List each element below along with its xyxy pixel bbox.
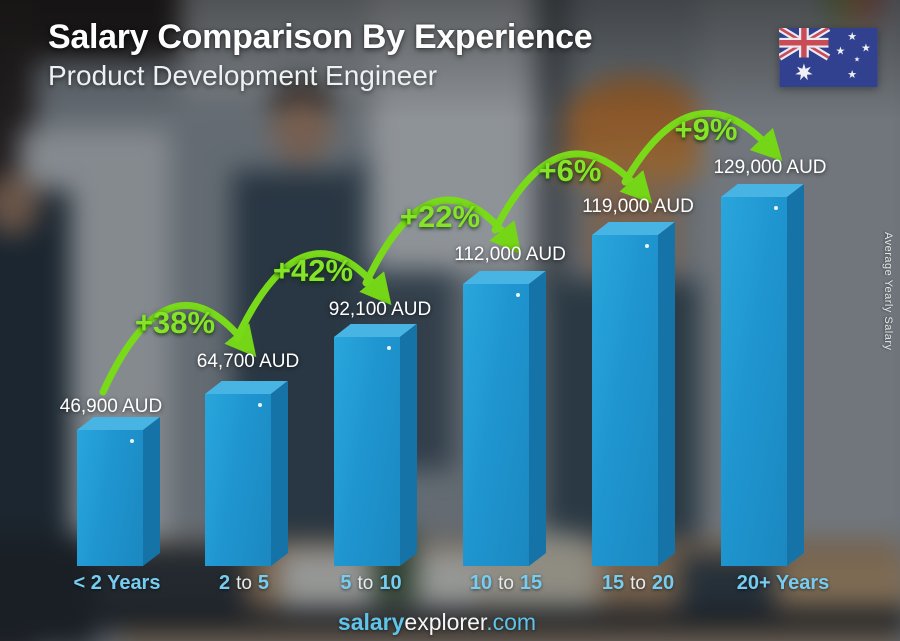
category-to: to xyxy=(498,573,514,594)
pct-label-9: +9% xyxy=(674,112,738,147)
category-text: < 2 Years xyxy=(73,572,161,594)
pct-label-38: +38% xyxy=(134,305,216,340)
category-text: 5 xyxy=(257,572,270,594)
category-label-20-plus: 20+ Years xyxy=(737,572,830,595)
star-gamma: ★ xyxy=(847,31,857,43)
bar-highlight-dot xyxy=(774,206,778,210)
value-label-1: 46,900 AUD xyxy=(59,396,163,417)
bar-2-to-5 xyxy=(205,381,288,566)
footer-brand-link[interactable]: salaryexplorer.com xyxy=(338,609,536,636)
bg-sticky-green xyxy=(826,0,842,25)
bar-lt-2-years xyxy=(77,417,160,566)
arrow-6pct xyxy=(491,150,653,234)
page-title: Salary Comparison By Experience xyxy=(48,18,593,56)
bar-front-face xyxy=(77,430,143,566)
bg-window-frame xyxy=(535,0,570,290)
bar-front-face xyxy=(463,284,529,566)
bar-highlight-dot xyxy=(645,244,649,248)
bar-highlight-dot xyxy=(258,403,262,407)
category-to: to xyxy=(236,573,252,594)
bg-bottom-edge xyxy=(0,608,900,632)
star-alpha: ★ xyxy=(847,69,857,81)
category-text: 15 xyxy=(601,572,625,594)
arrow-42pct xyxy=(233,250,392,342)
bar-front-face xyxy=(334,337,400,566)
value-label-3: 92,100 AUD xyxy=(328,299,432,320)
bar-20-plus-years xyxy=(721,184,804,567)
category-text: 2 xyxy=(218,572,231,594)
category-text: 5 xyxy=(340,572,352,594)
star-delta: ★ xyxy=(861,43,871,55)
value-label-6: 129,000 AUD xyxy=(713,157,827,178)
category-label-15-to-20: 15 to 20 xyxy=(602,572,674,595)
category-label-10-to-15: 10 to 15 xyxy=(470,572,542,595)
category-text: 20+ Years xyxy=(736,572,830,594)
star-epsilon: ★ xyxy=(854,55,860,63)
top-gradient-overlay xyxy=(0,0,900,120)
bg-sticky-red xyxy=(863,0,880,22)
brand-domain: .com xyxy=(486,609,537,635)
category-label-5-to-10: 5 to 10 xyxy=(340,572,401,595)
category-text: 10 xyxy=(469,572,493,594)
bar-highlight-dot xyxy=(387,346,391,350)
australia-flag: ★ ★ ★ ★ ★ xyxy=(779,28,878,87)
page-subtitle: Product Development Engineer xyxy=(48,60,438,91)
brand-salary: salary xyxy=(337,609,405,635)
pct-label-6: +6% xyxy=(538,153,602,188)
pct-label-42: +42% xyxy=(272,253,354,288)
category-to: to xyxy=(357,573,374,594)
category-text: 20 xyxy=(651,572,675,594)
arrow-38pct xyxy=(99,302,257,396)
arrow-9pct xyxy=(621,109,783,186)
bar-front-face xyxy=(721,197,787,566)
bar-highlight-dot xyxy=(516,293,520,297)
arrow-22pct xyxy=(362,196,522,287)
value-label-4: 112,000 AUD xyxy=(454,244,566,265)
bg-sticky-orange xyxy=(844,0,862,26)
category-to: to xyxy=(630,573,646,594)
bar-5-to-10 xyxy=(334,324,417,566)
bar-front-face xyxy=(592,235,658,566)
value-label-2: 64,700 AUD xyxy=(196,351,300,372)
brand-explorer: explorer xyxy=(404,609,487,635)
bar-15-to-20 xyxy=(592,222,675,567)
union-jack xyxy=(779,28,831,61)
flag-stars: ★ ★ ★ ★ ★ xyxy=(795,31,871,81)
value-label-5: 119,000 AUD xyxy=(582,196,694,217)
bar-10-to-15 xyxy=(463,271,546,566)
star-beta: ★ xyxy=(835,46,845,58)
category-text: 15 xyxy=(519,572,543,594)
pct-label-22: +22% xyxy=(399,199,481,234)
y-axis-label: Average Yearly Salary xyxy=(882,232,894,351)
category-label-2-to-5: 2 to 5 xyxy=(219,572,269,595)
commonwealth-star xyxy=(795,63,813,81)
bar-front-face xyxy=(205,394,271,566)
category-label-lt-2-years: < 2 Years xyxy=(74,572,161,595)
bar-highlight-dot xyxy=(130,439,134,443)
bg-man1-face xyxy=(272,95,332,163)
category-text: 10 xyxy=(379,572,402,594)
